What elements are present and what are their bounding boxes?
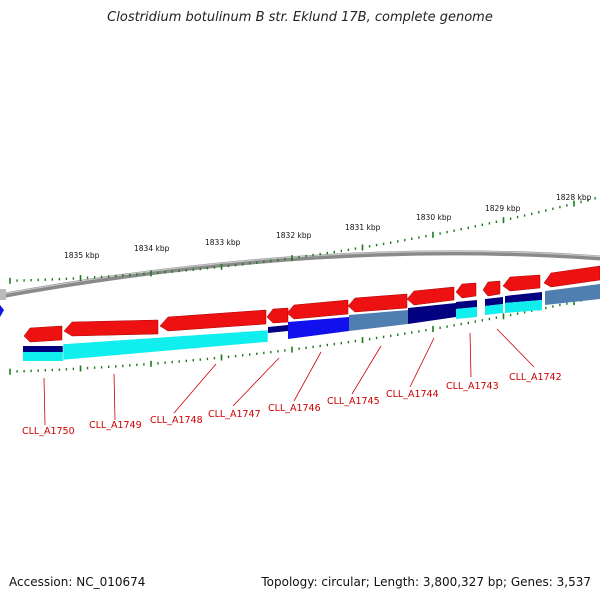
- track-steel-1745: [349, 310, 408, 331]
- gene-arrow-CLL_A1747: [266, 307, 289, 324]
- gene-arrow-CLL_A1741: [543, 265, 600, 288]
- leader-CLL_A1744: [409, 337, 435, 388]
- ruler-label-1829: 1829 kbp: [485, 204, 521, 213]
- gene-arrow-CLL_A1748: [159, 309, 267, 332]
- ruler-label-1832: 1832 kbp: [276, 231, 312, 240]
- ruler-label-1834: 1834 kbp: [134, 244, 170, 253]
- track-navy-1750: [23, 346, 63, 352]
- leader-CLL_A1747: [232, 357, 280, 407]
- genome-backbone: [0, 250, 600, 299]
- left-blue-feature: [0, 305, 4, 317]
- gene-label-CLL_A1743: CLL_A1743: [446, 381, 499, 392]
- gene-arrow-CLL_A1749: [63, 319, 159, 337]
- gene-label-CLL_A1744: CLL_A1744: [386, 389, 439, 400]
- position-ruler: [9, 197, 596, 375]
- gene-label-CLL_A1747: CLL_A1747: [208, 409, 261, 420]
- gene-arrow-CLL_A1745: [347, 293, 408, 313]
- gene-label-CLL_A1749: CLL_A1749: [89, 420, 142, 431]
- track-cyan-1750: [23, 352, 63, 361]
- gene-label-CLL_A1748: CLL_A1748: [150, 415, 203, 426]
- gene-arrow-CLL_A1746: [286, 299, 349, 320]
- track-navy-1742a: [485, 297, 503, 306]
- track-navy-1744: [408, 303, 456, 324]
- ruler-label-1833: 1833 kbp: [205, 238, 241, 247]
- gene-arrow-CLL_A1742a: [482, 280, 501, 297]
- gene-arrow-CLL_A1750: [23, 325, 63, 343]
- track-navy-1742: [505, 292, 542, 303]
- map-title: Clostridium botulinum B str. Eklund 17B,…: [107, 10, 493, 25]
- ruler-label-1830: 1830 kbp: [416, 213, 452, 222]
- gene-arrow-CLL_A1743: [455, 282, 477, 299]
- gene-label-CLL_A1745: CLL_A1745: [327, 396, 380, 407]
- track-navy-1743: [456, 300, 477, 309]
- gene-arrow-CLL_A1742: [502, 274, 541, 292]
- track-steel-1741: [545, 284, 600, 305]
- leader-CLL_A1748: [173, 363, 217, 414]
- gene-arrow-CLL_A1744: [406, 286, 455, 306]
- gene-label-CLL_A1750: CLL_A1750: [22, 426, 75, 437]
- leader-CLL_A1749: [113, 373, 116, 421]
- track-cyan-1749-1747: [62, 329, 269, 361]
- backbone-end-gray: [0, 289, 6, 300]
- track-cyan-1743: [456, 307, 477, 319]
- track-cyan-1742a: [485, 304, 503, 315]
- gene-label-CLL_A1742: CLL_A1742: [509, 372, 562, 383]
- leader-CLL_A1750: [43, 377, 46, 426]
- track-navy-1747: [268, 325, 288, 333]
- track-cyan-1742: [505, 300, 542, 313]
- ruler-label-1835: 1835 kbp: [64, 251, 100, 260]
- genome-summary-text: Topology: circular; Length: 3,800,327 bp…: [261, 575, 591, 589]
- accession-text: Accession: NC_010674: [9, 575, 146, 589]
- ruler-label-1828: 1828 kbp: [556, 193, 592, 202]
- leader-CLL_A1745: [351, 345, 382, 395]
- ruler-label-1831: 1831 kbp: [345, 223, 381, 232]
- track-blue-1746: [288, 317, 349, 339]
- leader-CLL_A1746: [293, 351, 322, 402]
- leader-CLL_A1742: [496, 328, 535, 368]
- genome-backbone-highlight: [0, 250, 600, 296]
- gene-label-CLL_A1746: CLL_A1746: [268, 403, 321, 414]
- leader-CLL_A1743: [469, 332, 472, 378]
